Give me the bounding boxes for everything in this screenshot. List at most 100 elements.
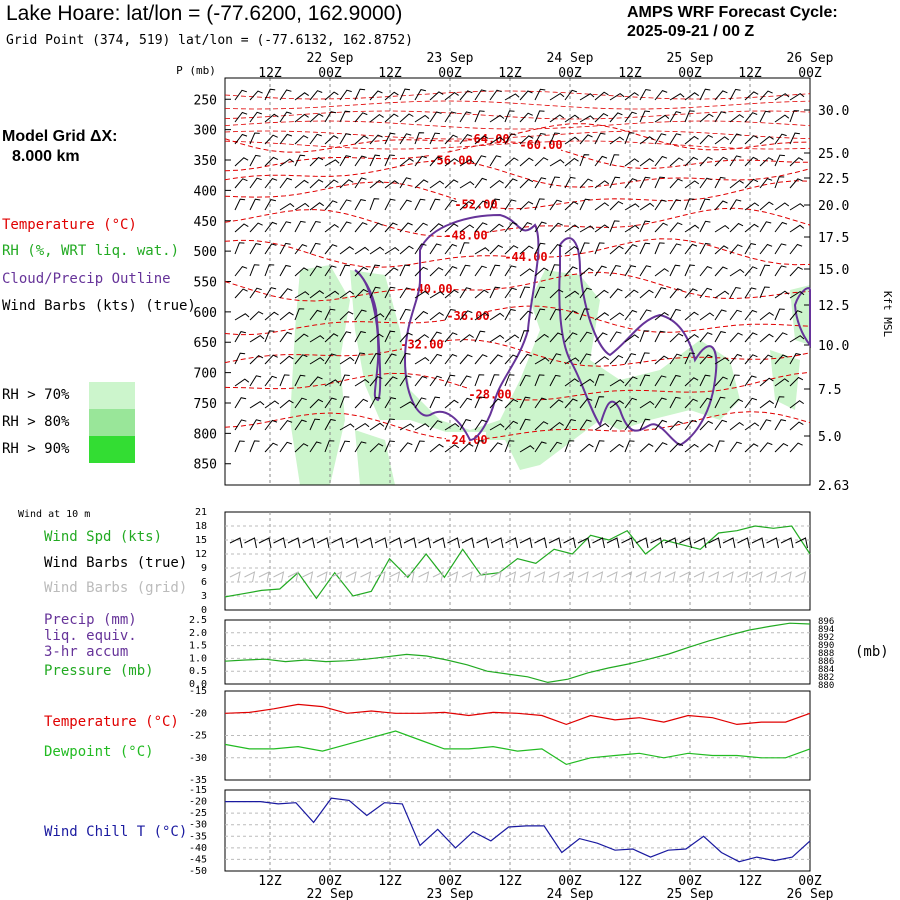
wind-barb-287 <box>549 244 563 255</box>
wind-barb-387 <box>339 311 354 321</box>
windchill-panel-ytick-4: -35 <box>189 831 207 842</box>
wind-barb-332 <box>654 268 669 277</box>
temp-panel-ytick-0: -15 <box>189 686 207 697</box>
wind-barb-513 <box>519 374 531 387</box>
wind-barb-465 <box>369 353 381 365</box>
wind-barb-457 <box>249 354 264 365</box>
wind-barb-16 <box>474 89 487 101</box>
wind-barb-21 <box>549 92 565 101</box>
wind-barb-643 <box>759 442 773 453</box>
wind-barb-240 <box>414 222 428 233</box>
grid-barb-13 <box>418 571 430 583</box>
wind-barb-531 <box>789 376 804 387</box>
temp-contour-8 <box>224 339 811 367</box>
wind-barb-535 <box>279 399 294 409</box>
wind-barb-392 <box>414 310 429 321</box>
precip-panel-ytick-0: 2.5 <box>189 615 207 626</box>
legend-rh70-swatch <box>89 382 135 409</box>
wind-barb-605 <box>759 419 772 431</box>
wind-barb-264 <box>774 221 788 233</box>
precip-label-1: Precip (mm) <box>44 612 137 628</box>
wind-barb-5 <box>309 90 323 101</box>
xtick-bottom-9: 00Z <box>798 874 822 889</box>
wind-barb-345 <box>279 288 293 299</box>
wind-barb-413 <box>729 309 742 321</box>
wind-barb-280 <box>444 243 458 255</box>
wind-barb-341 <box>789 266 803 277</box>
temp-contour-label-bg-8 <box>402 336 442 351</box>
xsection-xtick-top-0: 12Z <box>258 66 282 81</box>
grid-barb-27 <box>621 571 633 583</box>
wind-barb-585 <box>459 419 472 431</box>
wind-barb-350 <box>354 288 369 299</box>
wind-barb-598 <box>654 419 668 431</box>
true-barb-19 <box>505 537 518 549</box>
wind-barb-418 <box>234 331 247 343</box>
grid-barb-6 <box>316 571 328 583</box>
wind-barb-308 <box>294 267 309 277</box>
wind-barb-123 <box>369 154 381 167</box>
temp-contour-label-bg-6 <box>411 280 451 295</box>
wind-barb-479 <box>579 353 592 365</box>
wind-barb-7 <box>339 89 352 101</box>
wind-barb-81 <box>309 133 322 145</box>
wind-barb-279 <box>429 243 442 255</box>
true-barb-8 <box>345 537 359 549</box>
wind-barb-636 <box>654 442 668 453</box>
wind-barb-254 <box>624 224 640 233</box>
pressure-rtick-4: 888 <box>818 649 834 659</box>
wind-barb-586 <box>474 419 487 431</box>
wind-barb-89 <box>429 132 440 145</box>
wind-barb-557 <box>609 400 624 409</box>
true-barb-26 <box>606 537 620 549</box>
windchill-panel-ytick-5: -40 <box>189 843 207 854</box>
wind-barb-238 <box>384 222 398 233</box>
wind-barb-239 <box>399 222 413 233</box>
xsection-ytick-300: 300 <box>194 124 217 139</box>
wind-barb-516 <box>564 378 579 387</box>
wind-barb-237 <box>369 222 383 233</box>
temp-contour-label-1: -60.00 <box>519 138 562 152</box>
wind-barb-181 <box>669 178 683 189</box>
wind-barb-241 <box>429 223 444 233</box>
wind-barb-104 <box>654 133 667 145</box>
wind-barb-475 <box>519 353 533 365</box>
xsection-ytick-850: 850 <box>194 458 217 473</box>
wind-barb-549 <box>489 398 503 409</box>
wind-barb-84 <box>354 135 369 145</box>
temp-panel-ytick-1: -20 <box>189 708 207 719</box>
grid-barb-0 <box>229 571 241 583</box>
wind-barb-450 <box>714 331 726 343</box>
wind-barb-278 <box>414 243 427 255</box>
wind-barb-537 <box>309 398 324 409</box>
wind-barb-415 <box>759 311 774 321</box>
xsection-rtick-9: 5.0 <box>818 430 841 445</box>
grid-barb-4 <box>287 571 299 583</box>
wind-barb-566 <box>744 397 758 409</box>
wind-barb-480 <box>594 356 609 365</box>
wind-barb-380 <box>234 313 250 321</box>
precip-panel-ytick-2: 1.5 <box>189 641 207 652</box>
wind-barb-620 <box>414 440 425 453</box>
wind-barb-156 <box>294 179 309 189</box>
windchill-panel-ytick-0: -15 <box>189 785 207 796</box>
wind-barb-519 <box>609 379 625 387</box>
wind-barb-100 <box>594 132 606 145</box>
wind-barb-501 <box>339 374 350 387</box>
wind-barb-359 <box>489 286 501 299</box>
wind-panel-ytick-0: 21 <box>195 507 207 518</box>
wind-barb-50 <box>414 114 430 123</box>
wind-barb-152 <box>234 178 248 189</box>
xsection-date-top-3: 25 Sep <box>667 51 714 66</box>
wind-barb-375 <box>729 286 741 299</box>
wind-barb-249 <box>549 222 563 233</box>
true-barb-37 <box>766 537 779 549</box>
wind-barb-35 <box>759 90 773 101</box>
wind10m-label: Wind at 10 m <box>18 509 91 520</box>
wind-barb-458 <box>264 354 278 365</box>
temp-contour-label-bg-10 <box>446 431 486 446</box>
wind-barb-177 <box>609 176 621 189</box>
wind-barb-602 <box>714 419 728 431</box>
